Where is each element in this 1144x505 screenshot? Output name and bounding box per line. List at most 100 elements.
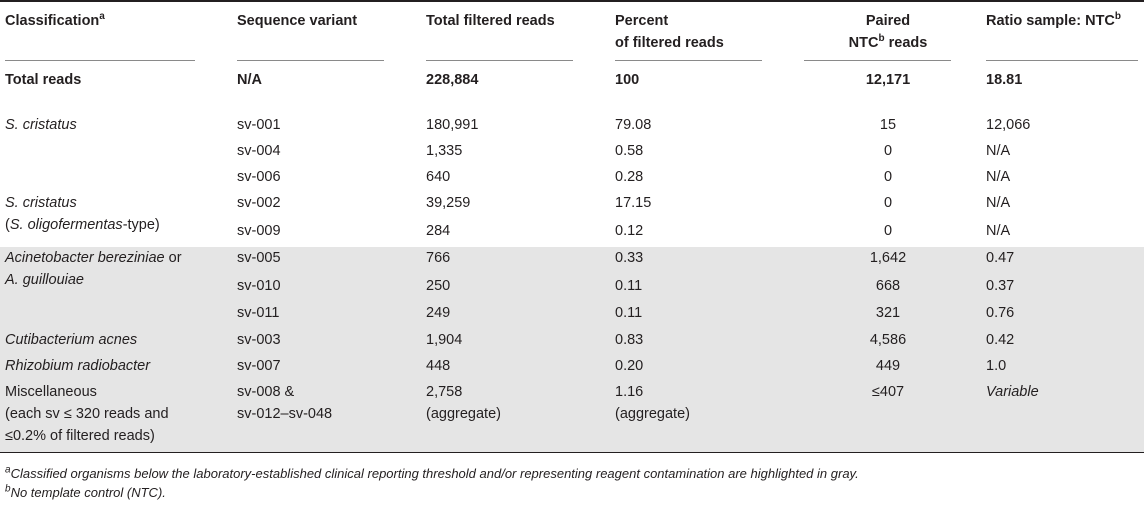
header-sequence-variant: Sequence variant	[237, 13, 358, 29]
cell-paired: 0	[883, 143, 893, 159]
cell-percent: 0.12	[615, 223, 644, 239]
header-paired-line1: Paired	[865, 13, 911, 29]
classification-s-cristatus: S. cristatus	[5, 117, 77, 133]
table-top-rule	[0, 0, 1144, 2]
total-row-percent: 100	[615, 72, 640, 88]
acinetobacter-name: Acinetobacter bereziniae	[5, 250, 165, 266]
cell-sv: sv-006	[237, 169, 281, 185]
cell-ratio: N/A	[986, 195, 1011, 211]
cell-filtered: 640	[426, 169, 451, 185]
misc-ratio: Variable	[986, 384, 1039, 400]
header-paired-line2: NTCb reads	[800, 32, 976, 54]
header-paired-footnote-mark: b	[878, 33, 885, 45]
cell-sv: sv-007	[237, 358, 281, 374]
cell-ratio: N/A	[986, 169, 1011, 185]
header-ratio-text: Ratio sample: NTC	[986, 13, 1115, 29]
misc-label-line2: (each sv ≤ 320 reads and	[5, 406, 169, 422]
header-paired-ntc-text: NTC	[848, 35, 879, 51]
cell-paired: 668	[875, 278, 901, 294]
cell-ratio: 12,066	[986, 117, 1031, 133]
cell-sv: sv-011	[237, 305, 280, 321]
misc-percent-line1: 1.16	[615, 384, 644, 400]
acinetobacter-or: or	[164, 250, 182, 266]
cell-paired: 321	[875, 305, 901, 321]
footnote-a-mark: a	[5, 464, 11, 476]
cell-percent: 0.11	[615, 305, 643, 321]
classification-s-cristatus-2: S. cristatus	[5, 195, 77, 211]
table-bottom-rule	[0, 452, 1144, 453]
cell-percent: 79.08	[615, 117, 652, 133]
misc-paired: ≤407	[871, 384, 905, 400]
cell-ratio: 0.42	[986, 332, 1015, 348]
classification-rhizobium: Rhizobium radiobacter	[5, 358, 151, 374]
cell-percent: 0.83	[615, 332, 644, 348]
footnote-b: bNo template control (NTC).	[5, 484, 166, 502]
oligo-open-paren: (	[5, 217, 10, 233]
cell-sv: sv-009	[237, 223, 281, 239]
misc-sv-line1: sv-008 &	[237, 384, 295, 400]
total-row-filtered: 228,884	[426, 72, 479, 88]
cell-filtered: 766	[426, 250, 451, 266]
misc-percent-line2: (aggregate)	[615, 406, 690, 422]
misc-label-line1: Miscellaneous	[5, 384, 97, 400]
cell-filtered: 1,904	[426, 332, 463, 348]
header-underline-percent	[615, 60, 762, 61]
cell-paired: 4,586	[869, 332, 907, 348]
cell-paired: 0	[883, 223, 893, 239]
cell-ratio: 0.37	[986, 278, 1015, 294]
header-underline-classification	[5, 60, 195, 61]
classification-acinetobacter-line2: A. guillouiae	[5, 272, 84, 288]
cell-percent: 0.20	[615, 358, 644, 374]
misc-label-line3: ≤0.2% of filtered reads)	[5, 428, 155, 444]
header-ratio-footnote-mark: b	[1114, 11, 1122, 23]
cell-filtered: 249	[426, 305, 451, 321]
cell-paired: 449	[875, 358, 901, 374]
footnote-a: aClassified organisms below the laborato…	[5, 465, 859, 483]
header-underline-ratio	[986, 60, 1138, 61]
footnote-a-text: Classified organisms below the laborator…	[10, 466, 859, 481]
cell-ratio: 0.47	[986, 250, 1015, 266]
cell-percent: 17.15	[615, 195, 652, 211]
cell-sv: sv-001	[237, 117, 281, 133]
footnote-b-mark: b	[5, 483, 11, 495]
cell-ratio: 0.76	[986, 305, 1015, 321]
cell-sv: sv-005	[237, 250, 281, 266]
cell-ratio: 1.0	[986, 358, 1007, 374]
header-total-filtered-reads: Total filtered reads	[426, 13, 555, 29]
cell-sv: sv-010	[237, 278, 281, 294]
cell-filtered: 250	[426, 278, 451, 294]
cell-percent: 0.28	[615, 169, 644, 185]
misc-sv-line2: sv-012–sv-048	[237, 406, 333, 422]
header-underline-paired	[804, 60, 951, 61]
misc-filtered-line1: 2,758	[426, 384, 463, 400]
header-classification-text: Classification	[5, 13, 100, 29]
total-row-paired: 12,171	[865, 72, 911, 88]
header-paired-reads-text: reads	[884, 35, 928, 51]
header-underline-total-filtered	[426, 60, 573, 61]
header-percent-line1: Percent	[615, 13, 669, 29]
cell-filtered: 39,259	[426, 195, 471, 211]
cell-paired: 1,642	[869, 250, 907, 266]
cell-ratio: N/A	[986, 143, 1011, 159]
total-row-ratio: 18.81	[986, 72, 1023, 88]
cell-percent: 0.11	[615, 278, 643, 294]
header-ratio: Ratio sample: NTCb	[986, 10, 1121, 32]
total-row-label: Total reads	[5, 72, 82, 88]
cell-percent: 0.58	[615, 143, 644, 159]
cell-paired: 0	[883, 169, 893, 185]
header-classification-footnote-mark: a	[99, 11, 105, 23]
misc-filtered-line2: (aggregate)	[426, 406, 501, 422]
cell-sv: sv-004	[237, 143, 281, 159]
oligo-type-suffix: -type)	[122, 217, 160, 233]
cell-paired: 15	[879, 117, 897, 133]
cell-ratio: N/A	[986, 223, 1011, 239]
cell-filtered: 1,335	[426, 143, 463, 159]
cell-percent: 0.33	[615, 250, 644, 266]
header-classification: Classificationa	[5, 10, 105, 32]
total-row-sv: N/A	[237, 72, 262, 88]
header-percent-line2: of filtered reads	[615, 35, 724, 51]
cell-sv: sv-003	[237, 332, 281, 348]
cell-sv: sv-002	[237, 195, 281, 211]
footnote-b-text: No template control (NTC).	[10, 485, 166, 500]
cell-filtered: 284	[426, 223, 451, 239]
